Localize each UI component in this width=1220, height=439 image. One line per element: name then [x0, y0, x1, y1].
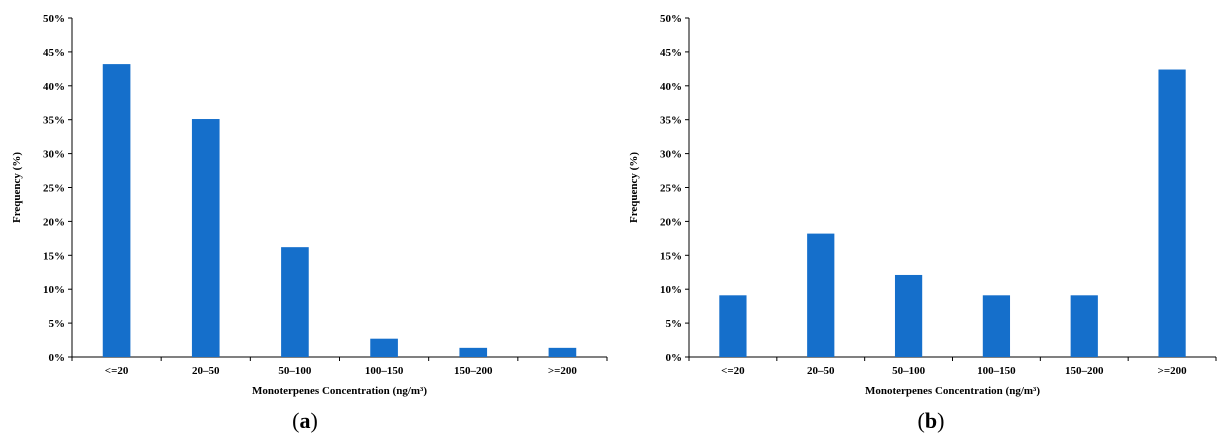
bar — [548, 347, 577, 357]
panel-label-close-paren: ) — [937, 408, 944, 433]
x-tick-label: <=20 — [721, 365, 745, 377]
y-tick-label: 0% — [49, 352, 66, 364]
y-tick-label: 25% — [43, 183, 65, 195]
x-tick-label: >=200 — [548, 365, 578, 377]
y-tick-label: 40% — [660, 81, 682, 93]
x-tick-label: 150–200 — [1065, 365, 1104, 377]
panel-label: (a) — [292, 408, 318, 433]
chart-panel-b: 0% 5% 10% 15% 20% 25% 30% 35% 40% 45% 50% <=20 20–50… — [610, 0, 1220, 439]
y-tick-label: 20% — [660, 216, 682, 228]
y-tick-label: 10% — [43, 284, 65, 296]
bar — [982, 295, 1011, 357]
y-axis-title: Frequency (%) — [11, 152, 23, 223]
panel-label-open-paren: ( — [292, 408, 299, 433]
bar — [102, 64, 131, 357]
x-tick-label: 150–200 — [454, 365, 493, 377]
y-tick-label: 50% — [660, 13, 682, 25]
y-tick-label: 35% — [43, 115, 65, 127]
y-tick-label: 15% — [660, 250, 682, 262]
bar — [719, 295, 747, 357]
bar — [459, 347, 488, 357]
y-tick-label: 0% — [666, 352, 683, 364]
y-tick-label: 45% — [660, 47, 682, 59]
y-tick-label: 20% — [43, 216, 65, 228]
bar — [1158, 69, 1186, 357]
panel-label-letter: b — [925, 408, 937, 433]
y-tick-label: 40% — [43, 81, 65, 93]
x-axis-title: Monoterpenes Concentration (ng/m³) — [865, 385, 1040, 397]
bar — [1070, 295, 1098, 357]
x-tick-label: 100–150 — [977, 365, 1016, 377]
chart-b-svg: 0% 5% 10% 15% 20% 25% 30% 35% 40% 45% 50% <=20 20–50… — [628, 13, 1217, 433]
y-axis-title: Frequency (%) — [628, 152, 640, 223]
x-tick-label: <=20 — [105, 365, 129, 377]
chart-a-svg: 0% 5% 10% 15% 20% 25% 30% 35% 40% 45% 50% <=20 20–50… — [11, 13, 608, 433]
x-tick-label: 20–50 — [807, 365, 835, 377]
x-tick-label: 20–50 — [192, 365, 220, 377]
y-tick-label: 5% — [666, 318, 683, 330]
chart-panel-a: 0% 5% 10% 15% 20% 25% 30% 35% 40% 45% 50% <=20 20–50… — [11, 13, 608, 433]
bar — [281, 247, 309, 357]
y-tick-label: 25% — [660, 183, 682, 195]
bar — [370, 338, 398, 357]
panel-label-open-paren: ( — [918, 408, 925, 433]
y-tick-label: 35% — [660, 115, 682, 127]
x-axis-title: Monoterpenes Concentration (ng/m³) — [252, 385, 427, 397]
y-tick-label: 50% — [43, 13, 65, 25]
y-tick-label: 30% — [43, 149, 65, 161]
panel-label-close-paren: ) — [311, 408, 318, 433]
bar — [894, 274, 923, 357]
y-tick-label: 45% — [43, 47, 65, 59]
y-tick-label: 5% — [49, 318, 66, 330]
x-tick-label: 100–150 — [365, 365, 404, 377]
x-tick-label: 50–100 — [278, 365, 312, 377]
y-tick-label: 30% — [660, 149, 682, 161]
panel-label: (b) — [918, 408, 945, 433]
x-tick-label: >=200 — [1158, 365, 1188, 377]
y-tick-label: 15% — [43, 250, 65, 262]
bar — [191, 119, 220, 357]
panel-label-letter: a — [300, 408, 311, 433]
x-tick-label: 50–100 — [892, 365, 926, 377]
y-tick-label: 10% — [660, 284, 682, 296]
bar — [807, 233, 835, 357]
